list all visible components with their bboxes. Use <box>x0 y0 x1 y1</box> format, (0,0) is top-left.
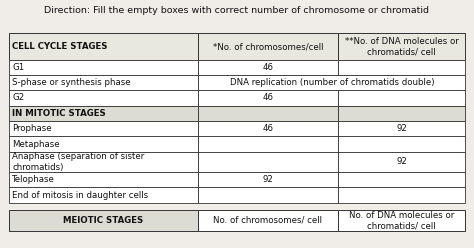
Bar <box>9 136 198 152</box>
Text: 46: 46 <box>262 93 273 102</box>
Text: *No. of chromosomes/cell: *No. of chromosomes/cell <box>213 42 323 51</box>
Bar <box>9 152 198 172</box>
Bar <box>9 75 198 90</box>
Text: 46: 46 <box>262 63 273 72</box>
Text: End of mitosis in daughter cells: End of mitosis in daughter cells <box>12 191 148 200</box>
Bar <box>9 210 198 231</box>
Bar <box>9 121 198 136</box>
Text: No. of chromosomes/ cell: No. of chromosomes/ cell <box>213 216 322 225</box>
Text: 92: 92 <box>263 175 273 184</box>
Text: S-phase or synthesis phase: S-phase or synthesis phase <box>12 78 131 87</box>
Text: 46: 46 <box>262 124 273 133</box>
Bar <box>198 121 337 136</box>
Bar <box>337 152 465 172</box>
Text: DNA replication (number of chromatids double): DNA replication (number of chromatids do… <box>229 78 434 87</box>
Text: Prophase: Prophase <box>12 124 52 133</box>
Text: Direction: Fill the empty boxes with correct number of chromosome or chromatid: Direction: Fill the empty boxes with cor… <box>45 6 429 15</box>
Bar <box>198 210 337 231</box>
Bar <box>9 187 198 203</box>
Text: No. of DNA molecules or
chromatids/ cell: No. of DNA molecules or chromatids/ cell <box>349 211 454 230</box>
Bar <box>198 75 465 90</box>
Text: G2: G2 <box>12 93 25 102</box>
Text: 92: 92 <box>396 157 407 166</box>
Bar <box>337 121 465 136</box>
Bar <box>198 136 337 152</box>
Bar <box>198 152 337 172</box>
Bar <box>198 60 337 75</box>
Bar <box>9 172 198 187</box>
Bar <box>337 172 465 187</box>
Bar <box>198 187 337 203</box>
Bar <box>337 90 465 106</box>
Bar <box>9 33 198 60</box>
Text: Telophase: Telophase <box>12 175 55 184</box>
Bar <box>198 33 337 60</box>
Bar <box>337 136 465 152</box>
Text: MEIOTIC STAGES: MEIOTIC STAGES <box>63 216 144 225</box>
Text: CELL CYCLE STAGES: CELL CYCLE STAGES <box>12 42 108 51</box>
Text: **No. of DNA molecules or
chromatids/ cell: **No. of DNA molecules or chromatids/ ce… <box>345 37 458 56</box>
Text: IN MITOTIC STAGES: IN MITOTIC STAGES <box>12 109 106 118</box>
Bar <box>337 33 465 60</box>
Text: G1: G1 <box>12 63 25 72</box>
Bar <box>337 187 465 203</box>
Bar <box>198 106 337 121</box>
Bar <box>198 172 337 187</box>
Bar <box>337 106 465 121</box>
Text: 92: 92 <box>396 124 407 133</box>
Bar <box>9 106 198 121</box>
Bar <box>9 90 198 106</box>
Bar <box>337 60 465 75</box>
Bar <box>337 210 465 231</box>
Text: Metaphase: Metaphase <box>12 140 60 149</box>
Bar <box>9 60 198 75</box>
Text: Anaphase (separation of sister
chromatids): Anaphase (separation of sister chromatid… <box>12 152 145 172</box>
Bar <box>198 90 337 106</box>
